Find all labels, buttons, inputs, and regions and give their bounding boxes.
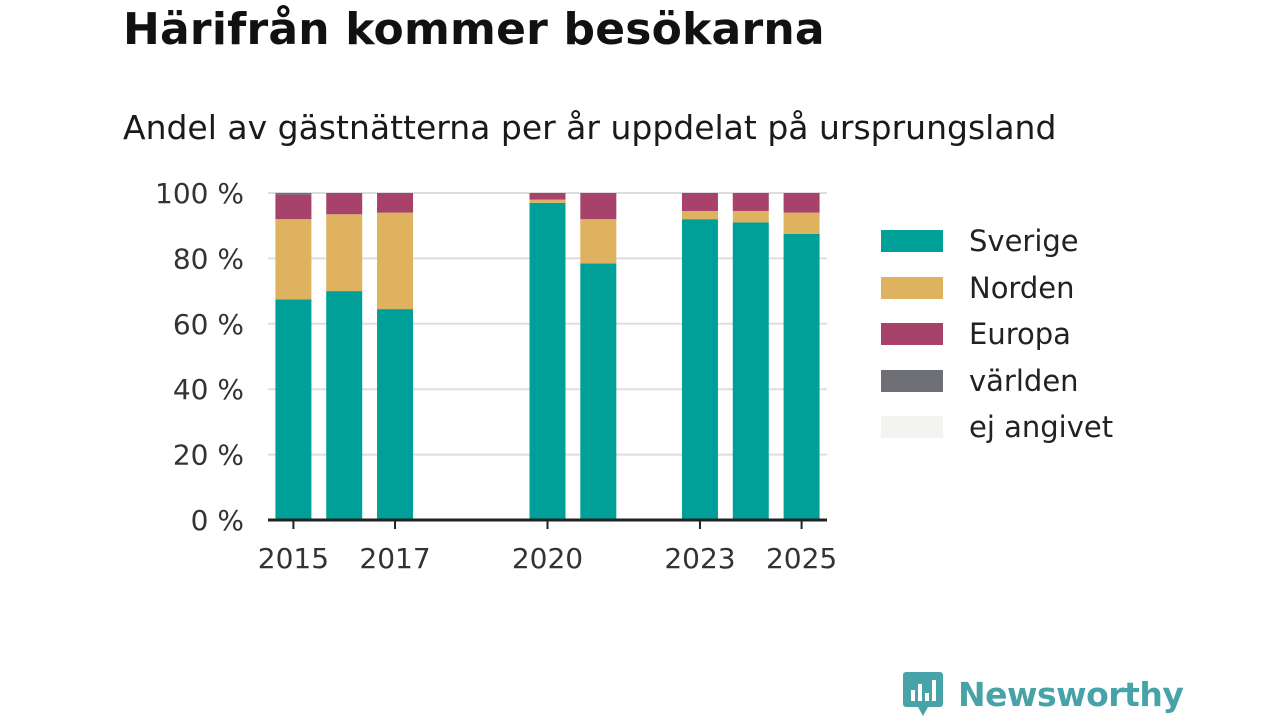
legend-label: Norden (969, 270, 1075, 305)
x-tick-label: 2025 (766, 542, 837, 575)
bar-segment-sverige (377, 309, 414, 520)
bar-segment-norden (783, 212, 820, 234)
bar-segment-sverige (326, 291, 363, 520)
chart-title: Härifrån kommer besökarna (123, 4, 825, 55)
bar-segment-europa (580, 193, 617, 220)
y-tick-label: 40 % (173, 373, 244, 406)
bar-segment-norden (275, 219, 312, 300)
bar-segment-sverige (732, 222, 769, 520)
bar-segment-europa (377, 193, 414, 213)
x-tick-label: 2020 (512, 542, 583, 575)
y-tick-label: 80 % (173, 242, 244, 275)
legend-item: Europa (881, 311, 1113, 358)
bar-segment-europa (783, 193, 820, 213)
bar-segment-sverige (529, 202, 566, 520)
bar-segment-norden (377, 212, 414, 310)
newsworthy-chart-icon (903, 672, 943, 716)
legend-label: ej angivet (969, 410, 1114, 445)
bar-segment-europa (529, 193, 566, 200)
legend-swatch (881, 323, 943, 346)
legend: Sverige Norden Europa världen ej angivet (881, 218, 1113, 451)
y-tick-label: 20 % (173, 439, 244, 472)
legend-item: världen (881, 358, 1113, 405)
legend-swatch (881, 416, 943, 439)
bar-segment-sverige (681, 219, 718, 520)
legend-label: världen (969, 363, 1079, 398)
newsworthy-logo: Newsworthy (902, 670, 1184, 718)
y-tick-label: 0 % (191, 504, 244, 537)
legend-swatch (881, 276, 943, 299)
y-tick-label: 60 % (173, 308, 244, 341)
x-tick-label: 2023 (664, 542, 735, 575)
bar-segment-norden (326, 214, 363, 292)
bar-segment-europa (326, 193, 363, 215)
bar-segment-världen (275, 193, 312, 195)
bar-segment-norden (580, 219, 617, 264)
x-tick-label: 2017 (359, 542, 430, 575)
bars (275, 193, 820, 520)
bar-segment-norden (732, 210, 769, 223)
bar-segment-europa (732, 193, 769, 211)
bar-segment-sverige (783, 233, 820, 520)
bar-segment-europa (275, 194, 312, 220)
stacked-bar-chart: 0 % 20 % 40 % 60 % 80 % 100 % 2015 2017 2020 2023… (155, 177, 837, 575)
legend-swatch (881, 230, 943, 253)
bar-segment-sverige (580, 263, 617, 520)
legend-label: Sverige (969, 224, 1079, 259)
legend-item: Norden (881, 265, 1113, 312)
x-tick-label: 2015 (258, 542, 329, 575)
bar-segment-norden (529, 199, 566, 203)
brand-name: Newsworthy (958, 674, 1184, 714)
axes: 0 % 20 % 40 % 60 % 80 % 100 % 2015 2017 2020 2023… (155, 177, 837, 575)
y-tick-label: 100 % (155, 177, 244, 210)
legend-item: Sverige (881, 218, 1113, 265)
legend-label: Europa (969, 317, 1071, 352)
bar-segment-sverige (275, 299, 312, 520)
bar-segment-europa (681, 193, 718, 211)
bar-segment-norden (681, 210, 718, 220)
legend-swatch (881, 369, 943, 392)
chart-subtitle: Andel av gästnätterna per år uppdelat på… (123, 108, 1057, 147)
legend-item: ej angivet (881, 404, 1113, 451)
